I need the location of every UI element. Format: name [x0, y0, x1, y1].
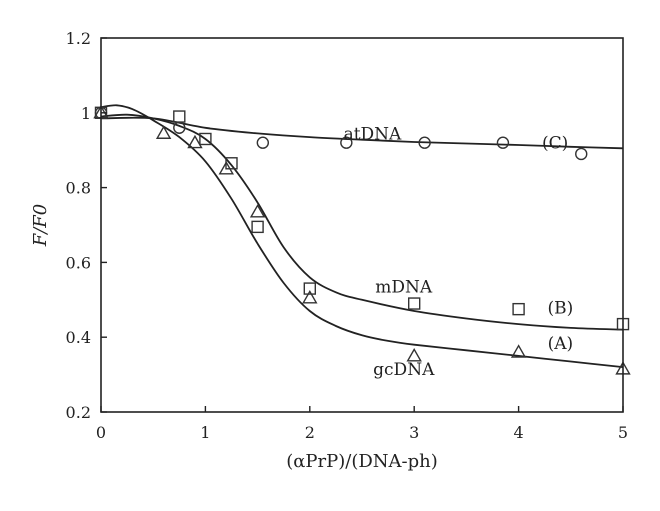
label-mdna-tag: (B) — [547, 298, 573, 318]
y-tick-label: 0.8 — [66, 179, 91, 198]
series-labels: atDNA (C) mDNA (B) (A) gcDNA — [344, 124, 574, 380]
label-gcdna-name: gcDNA — [373, 360, 435, 380]
circle-marker-atdna — [256, 136, 270, 149]
x-tick-label: 0 — [96, 423, 106, 442]
x-tick-label: 5 — [618, 423, 628, 442]
x-tick-label: 1 — [200, 423, 210, 442]
square-marker-mdna — [512, 302, 525, 316]
x-tick-label: 3 — [409, 423, 419, 442]
circle-marker-atdna — [575, 147, 588, 161]
label-gcdna-tag: (A) — [548, 334, 574, 354]
y-tick-label: 1.2 — [66, 29, 91, 48]
y-tick-label: 0.2 — [66, 403, 91, 422]
square-marker-mdna — [408, 297, 421, 310]
triangle-marker-gcdna — [249, 203, 266, 218]
y-tick-label: 1 — [81, 104, 91, 123]
fit-curves — [100, 104, 624, 368]
y-tick-label: 0.6 — [66, 253, 91, 272]
triangle-marker-gcdna — [302, 290, 318, 304]
fit-curve-atdna — [100, 116, 624, 150]
label-mdna-name: mDNA — [375, 278, 433, 298]
triangle-marker-gcdna — [155, 125, 172, 139]
fit-curve-mdna — [100, 113, 624, 331]
plot-frame — [100, 37, 624, 413]
square-marker-mdna — [251, 220, 264, 234]
circle-marker-atdna — [418, 136, 431, 149]
x-axis-title: (αPrP)/(DNA-ph) — [286, 451, 438, 472]
circle-marker-atdna — [496, 136, 510, 149]
square-marker-mdna — [303, 282, 316, 295]
x-tick-label: 4 — [514, 423, 524, 442]
axis-ticks: 0 1 2 3 4 5 0.2 0.4 0.6 0.8 1 1.2 — [66, 29, 629, 442]
label-atdna-name: atDNA — [344, 124, 402, 144]
square-marker-mdna — [173, 110, 186, 123]
triangle-marker-gcdna — [406, 347, 422, 362]
triangle-marker-gcdna — [187, 134, 203, 149]
circle-marker-atdna — [340, 136, 353, 149]
fit-curve-gcdna — [100, 104, 624, 368]
triangle-marker-gcdna — [510, 344, 527, 358]
triangle-marker-gcdna — [218, 160, 234, 175]
y-tick-label: 0.4 — [66, 328, 91, 347]
y-axis-title: F/F0 — [30, 204, 51, 248]
square-marker-mdna — [199, 132, 212, 146]
x-tick-label: 2 — [305, 423, 315, 442]
label-atdna-tag: (C) — [542, 134, 568, 154]
